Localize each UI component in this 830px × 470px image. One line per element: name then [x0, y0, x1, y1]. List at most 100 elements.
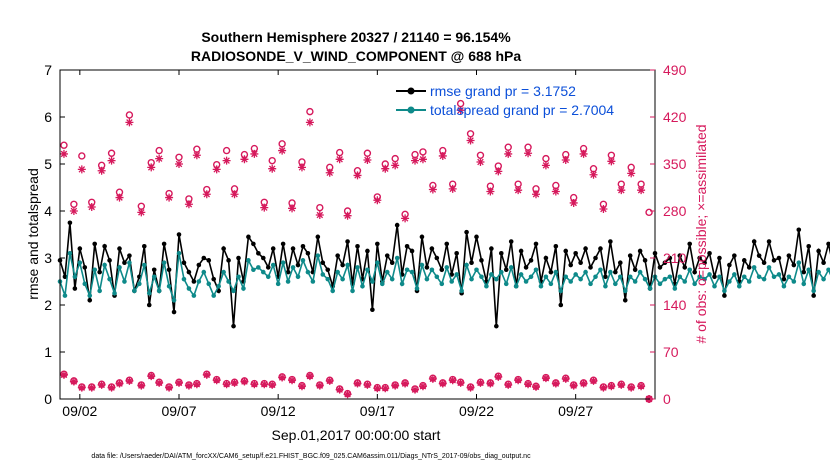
series-1-point-129: [697, 274, 702, 280]
y-right-tick-label-4: 280: [663, 203, 687, 219]
series-0-point-3: [72, 286, 78, 291]
obs-assimilated-marker-56: [589, 170, 598, 179]
series-1-point-105: [578, 276, 583, 282]
series-0-point-78: [444, 241, 450, 247]
legend-rmse-label: rmse grand pr = 3.1752: [430, 83, 576, 99]
series-1-point-61: [360, 283, 365, 289]
series-0-point-18: [146, 302, 152, 308]
series-1-point-60: [355, 265, 360, 270]
obs-used-assimilated-marker-31: [353, 379, 362, 388]
x-tick-label-5: 09/27: [558, 403, 593, 419]
series-1-point-36: [236, 274, 241, 280]
obs-assimilated-marker-20: [250, 149, 259, 158]
series-1-point-154: [821, 276, 826, 282]
obs-assimilated-marker-50: [532, 190, 540, 199]
series-1-point-32: [216, 283, 221, 289]
series-1-point-101: [558, 288, 564, 294]
obs-possible-marker-62: [645, 208, 653, 217]
x-axis: 09/02 09/07 09/12 09/17 09/22 09/27: [62, 70, 593, 419]
series-1-point-64: [375, 260, 380, 266]
series-0-point-155: [826, 241, 830, 247]
series-0-point-98: [543, 255, 549, 261]
series-1-point-19: [151, 274, 157, 280]
obs-assimilated-marker-5: [107, 156, 116, 165]
series-0-point-128: [692, 269, 697, 275]
series-1-point-93: [518, 272, 524, 277]
series-0-point-57: [340, 262, 345, 268]
obs-used-assimilated-marker-58: [607, 382, 616, 391]
series-0-point-133: [717, 255, 722, 261]
obs-possible-marker-26: [306, 107, 314, 116]
series-1-point-135: [727, 279, 732, 284]
series-1-point-35: [231, 288, 236, 294]
series-0-point-89: [498, 251, 504, 256]
series-1-point-90: [503, 281, 509, 287]
obs-used-assimilated-marker-42: [456, 378, 465, 387]
obs-assimilated-marker-35: [391, 161, 400, 170]
series-1-point-133: [717, 274, 722, 280]
series-0-point-70: [404, 243, 410, 249]
series-0-point-40: [256, 251, 261, 256]
series-1-point-149: [796, 260, 802, 266]
series-1-point-2: [67, 251, 73, 256]
series-0-point-113: [617, 260, 623, 266]
series-1-point-125: [677, 274, 683, 280]
series-1-point-46: [285, 279, 291, 284]
obs-used-assimilated-marker-34: [381, 384, 390, 393]
series-0-point-141: [756, 253, 762, 258]
obs-assimilated-marker-61: [637, 186, 646, 195]
chart-title: Southern Hemisphere 20327 / 21140 = 96.1…: [201, 29, 511, 45]
series-0-point-126: [682, 265, 688, 270]
obs-used-assimilated-marker-37: [411, 385, 420, 394]
x-tick-label-1: 09/07: [161, 403, 196, 419]
obs-assimilated-marker-16: [212, 165, 221, 174]
series-0-point-123: [667, 255, 673, 261]
series-1-point-44: [275, 281, 281, 287]
series-0-point-2: [67, 220, 73, 226]
series-0-point-54: [325, 267, 331, 273]
series-0-point-80: [454, 251, 459, 256]
series-0-point-142: [761, 260, 767, 266]
obs-assimilated-marker-49: [524, 149, 533, 158]
obs-possible-marker-27: [316, 203, 324, 212]
series-1-point-9: [102, 262, 107, 268]
legend: rmse grand pr = 3.1752 totalspread grand…: [396, 83, 614, 118]
obs-used-assimilated-marker-45: [486, 379, 495, 388]
obs-used-assimilated-marker-48: [514, 376, 523, 385]
obs-used-assimilated-marker-36: [401, 379, 410, 388]
series-1-point-47: [290, 265, 296, 270]
series-0-point-100: [553, 243, 559, 249]
y-right-tick-label-3: 210: [663, 250, 687, 266]
footnote: data file: /Users/raeder/DAI/ATM_forcXX/…: [91, 453, 531, 460]
series-0-point-71: [409, 248, 415, 254]
series-1-point-37: [241, 286, 246, 291]
series-0-point-7: [92, 241, 98, 247]
series-0-point-76: [434, 255, 440, 261]
series-1-point-48: [295, 274, 301, 280]
series-0-point-39: [251, 241, 256, 247]
series-1-point-155: [826, 267, 830, 273]
series-1-point-151: [806, 267, 812, 273]
series-0-point-114: [622, 298, 628, 303]
series-1-point-43: [270, 262, 276, 268]
series-1-point-142: [761, 276, 767, 282]
series-0-point-35: [231, 323, 236, 329]
series-1-point-137: [736, 283, 742, 289]
series-1-point-26: [186, 286, 192, 291]
series-0-point-147: [786, 253, 792, 258]
obs-assimilated-marker-23: [278, 146, 287, 155]
series-0-point-140: [751, 239, 757, 244]
obs-used-assimilated-marker-24: [288, 376, 297, 385]
series-0-point-127: [687, 241, 693, 247]
obs-used-assimilated-marker-13: [184, 381, 193, 390]
series-1-point-20: [156, 288, 162, 294]
obs-used-assimilated-marker-18: [230, 378, 239, 387]
series-0-point-93: [518, 248, 524, 254]
series-1-point-108: [593, 274, 598, 280]
obs-assimilated-marker-58: [607, 157, 616, 166]
series-0-point-8: [97, 269, 102, 275]
series-1-point-66: [384, 269, 390, 275]
series-1-point-17: [141, 262, 147, 268]
obs-assimilated-marker-32: [363, 155, 372, 164]
obs-assimilated-marker-31: [353, 171, 362, 180]
